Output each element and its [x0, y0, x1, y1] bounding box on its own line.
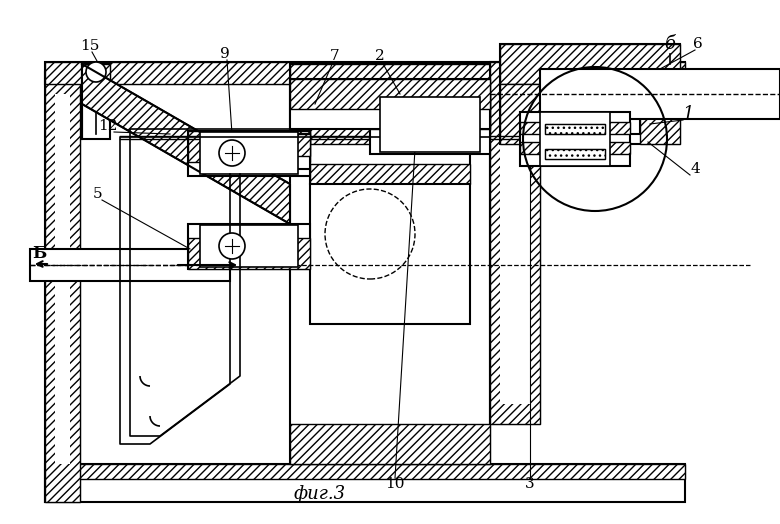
Bar: [290, 424, 490, 464]
Bar: [370, 94, 490, 129]
Polygon shape: [82, 64, 290, 224]
Bar: [500, 44, 680, 84]
Bar: [545, 124, 605, 134]
Text: б: б: [665, 35, 675, 53]
Bar: [545, 149, 605, 159]
Bar: [45, 72, 80, 502]
Text: 7: 7: [330, 49, 340, 63]
Bar: [520, 142, 630, 154]
Bar: [310, 164, 470, 184]
Bar: [545, 149, 605, 159]
Bar: [520, 112, 630, 166]
Bar: [45, 464, 685, 502]
Bar: [500, 44, 680, 144]
Bar: [385, 131, 399, 149]
Polygon shape: [82, 64, 290, 224]
Bar: [540, 69, 780, 119]
Bar: [45, 62, 685, 84]
Bar: [370, 94, 490, 154]
Bar: [290, 64, 490, 464]
Bar: [290, 79, 490, 109]
Bar: [500, 84, 540, 144]
Bar: [290, 64, 490, 104]
Text: 15: 15: [80, 39, 100, 53]
Text: 12: 12: [98, 119, 118, 133]
Bar: [545, 124, 605, 134]
Bar: [310, 104, 470, 184]
Bar: [188, 131, 310, 176]
Bar: [45, 62, 685, 84]
Circle shape: [86, 62, 106, 82]
Text: 2: 2: [375, 49, 385, 63]
Text: фиг.3: фиг.3: [294, 485, 346, 503]
Bar: [188, 238, 310, 269]
Bar: [310, 104, 470, 144]
Text: 9: 9: [220, 47, 230, 61]
Text: 1: 1: [682, 105, 693, 123]
Bar: [45, 464, 685, 479]
Text: 4: 4: [690, 162, 700, 176]
Bar: [380, 97, 480, 152]
Text: 10: 10: [385, 477, 405, 491]
Bar: [490, 62, 540, 424]
Text: Б: Б: [32, 245, 46, 262]
Bar: [310, 184, 470, 324]
Bar: [490, 62, 540, 424]
Text: 6: 6: [693, 37, 703, 51]
Bar: [290, 79, 490, 129]
Bar: [82, 64, 110, 139]
Circle shape: [219, 233, 245, 259]
Bar: [235, 134, 310, 156]
Bar: [200, 132, 298, 174]
Bar: [188, 224, 310, 269]
Bar: [540, 112, 610, 166]
Bar: [188, 131, 310, 162]
Bar: [82, 64, 110, 104]
Bar: [30, 249, 230, 281]
Bar: [45, 72, 80, 502]
Bar: [200, 225, 298, 267]
Bar: [540, 54, 640, 134]
Text: 5: 5: [93, 187, 103, 201]
Bar: [640, 84, 680, 144]
Circle shape: [219, 140, 245, 166]
Bar: [235, 134, 310, 169]
Text: 3: 3: [525, 477, 535, 491]
Bar: [55, 94, 70, 464]
Bar: [520, 122, 630, 134]
Bar: [500, 84, 530, 404]
